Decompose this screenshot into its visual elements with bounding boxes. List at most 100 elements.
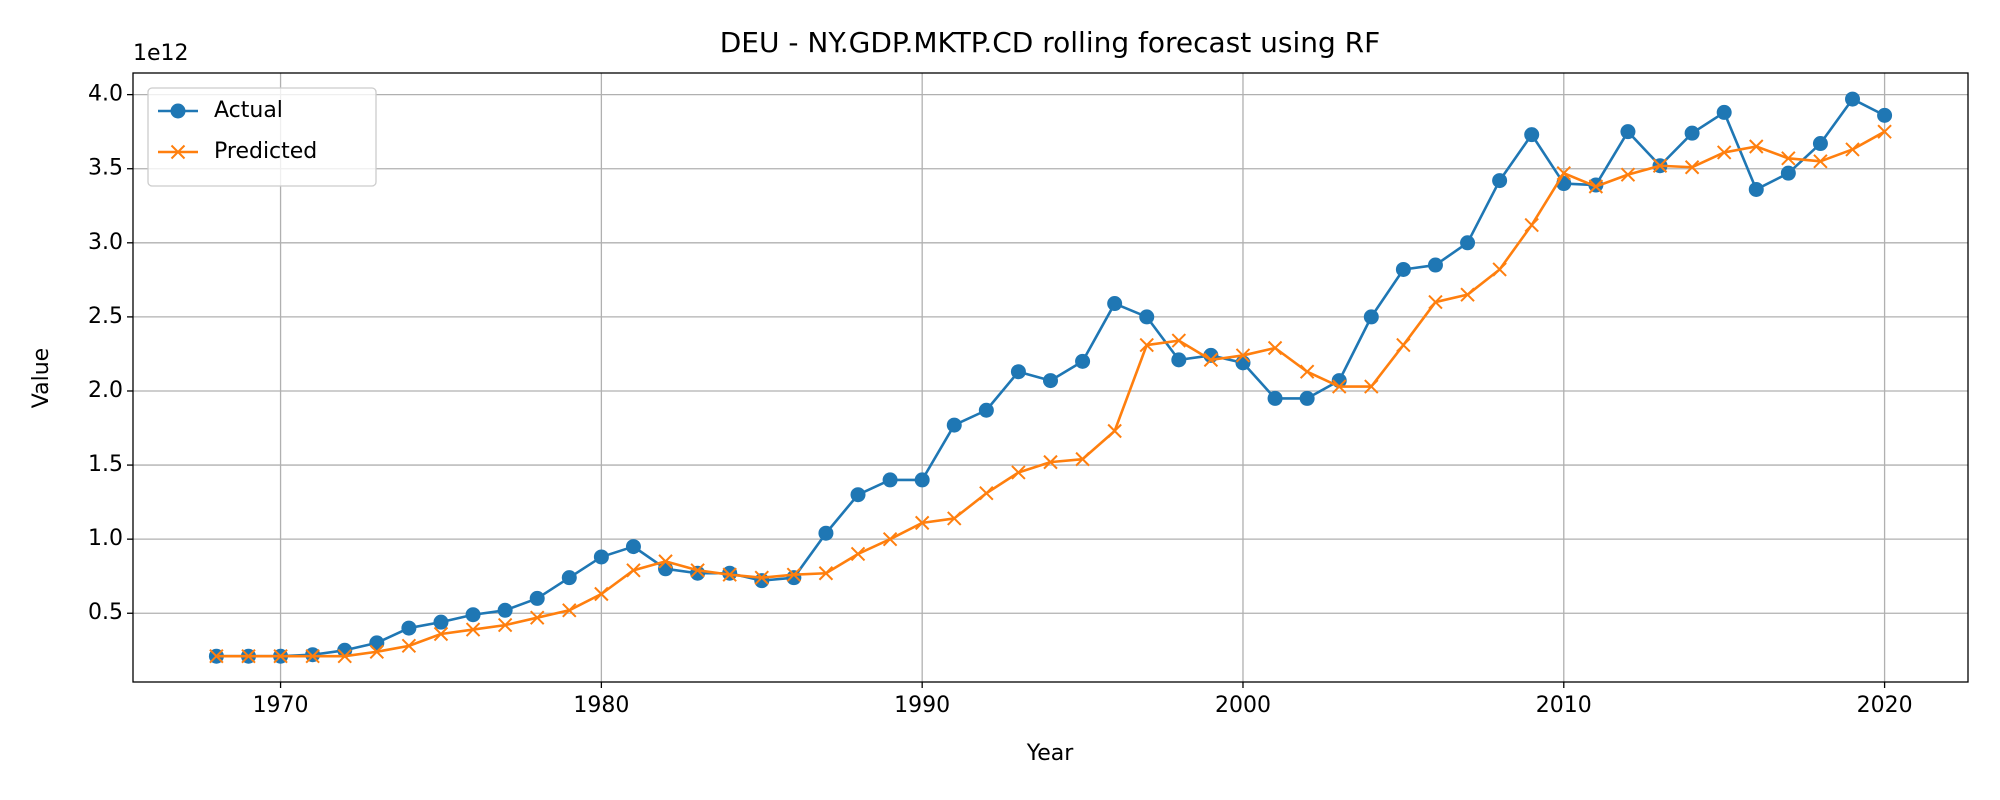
data-point [465, 622, 481, 637]
data-point [1075, 451, 1090, 467]
data-point [1492, 262, 1507, 277]
data-point [241, 649, 256, 664]
y-tick-label: 4.0 [88, 82, 123, 107]
data-point [1460, 287, 1475, 302]
data-point [594, 586, 609, 602]
data-point [497, 602, 513, 618]
y-tick-label: 0.5 [88, 600, 123, 625]
legend-label: Predicted [214, 139, 317, 164]
y-axis-label: Value [29, 348, 54, 408]
data-point [561, 570, 577, 586]
data-point [1171, 333, 1187, 348]
data-point [1684, 125, 1700, 141]
data-point [529, 590, 545, 606]
data-point [625, 539, 641, 555]
data-point [1524, 127, 1540, 143]
data-point [1267, 340, 1283, 356]
data-point [978, 402, 994, 418]
data-point [1235, 348, 1251, 363]
x-tick-label: 1970 [253, 693, 309, 718]
y-tick-label: 3.5 [88, 156, 123, 181]
data-point [209, 649, 224, 664]
data-point [1395, 261, 1411, 277]
data-point [754, 573, 770, 589]
data-point [1203, 352, 1219, 368]
data-point [722, 565, 738, 581]
data-point [946, 417, 962, 433]
x-tick-label: 2010 [1536, 693, 1592, 718]
data-point [1620, 124, 1636, 140]
data-point [369, 635, 385, 651]
data-point [1492, 173, 1508, 189]
data-point [1588, 177, 1604, 193]
data-point [1716, 104, 1732, 120]
data-point [1011, 465, 1026, 480]
legend-marker [170, 144, 186, 160]
data-point [1877, 107, 1893, 123]
data-point [497, 617, 513, 633]
data-point [754, 570, 769, 585]
data-point [690, 563, 705, 578]
data-point [658, 554, 673, 569]
data-point [882, 472, 898, 488]
data-point [1556, 165, 1571, 181]
data-point [914, 472, 930, 488]
data-point [1043, 454, 1058, 470]
data-point [1075, 353, 1091, 369]
x-axis-label: Year [1026, 741, 1075, 766]
data-point [465, 607, 481, 623]
data-point [1267, 390, 1283, 406]
data-point [305, 647, 321, 663]
plot-frame [132, 72, 1969, 683]
data-point [850, 546, 866, 562]
data-point [1396, 337, 1411, 353]
data-point [1107, 296, 1123, 312]
data-point [433, 614, 449, 630]
data-point [1460, 235, 1476, 251]
data-point [1364, 379, 1379, 394]
data-point [1235, 355, 1251, 371]
data-point [1171, 352, 1187, 368]
legend-marker [170, 103, 186, 119]
y-tick-label: 1.5 [88, 452, 123, 477]
data-point [1427, 257, 1443, 273]
data-point [914, 515, 930, 531]
x-tick-label: 1990 [894, 693, 950, 718]
data-point [786, 570, 802, 586]
data-point [979, 486, 994, 501]
data-point [1620, 167, 1636, 182]
data-point [1812, 136, 1828, 152]
data-point [1107, 423, 1122, 439]
data-point [850, 487, 866, 503]
data-point [1845, 91, 1861, 107]
x-tick-label: 2020 [1857, 693, 1913, 718]
data-point [401, 620, 417, 636]
data-point [305, 649, 320, 664]
data-point [1716, 145, 1732, 160]
data-point [1010, 364, 1026, 380]
data-point [1428, 294, 1443, 310]
x-tick-label: 1980 [573, 693, 629, 718]
data-point [1652, 158, 1668, 173]
data-point [882, 531, 898, 547]
x-tick-label: 2000 [1215, 693, 1271, 718]
data-point [433, 626, 449, 642]
data-point [1781, 151, 1796, 166]
data-point [1588, 179, 1604, 194]
data-point [369, 644, 385, 659]
data-point [786, 567, 802, 582]
data-point [1845, 142, 1860, 157]
data-point [1748, 181, 1764, 197]
data-point [337, 649, 352, 664]
data-point [1780, 165, 1796, 181]
data-point [1524, 217, 1539, 233]
data-point [530, 610, 545, 625]
data-point [818, 525, 834, 541]
y-offset-label: 1e12 [133, 41, 189, 66]
chart-title: DEU - NY.GDP.MKTP.CD rolling forecast us… [720, 26, 1381, 59]
data-point [562, 603, 577, 618]
data-point [722, 567, 737, 582]
data-point [1684, 160, 1700, 175]
y-tick-label: 2.0 [88, 378, 123, 403]
